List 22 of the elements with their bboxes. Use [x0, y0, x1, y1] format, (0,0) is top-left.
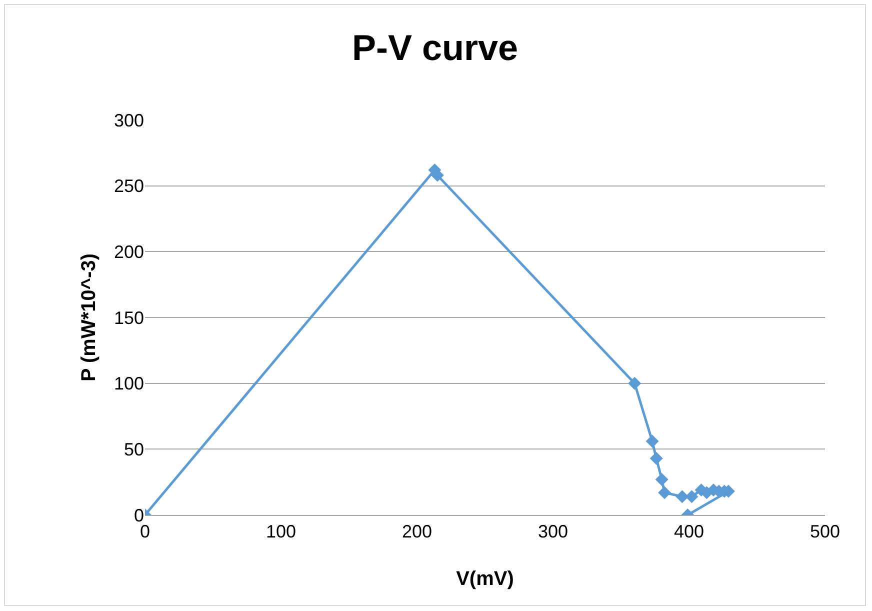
y-tick-label: 250 — [114, 176, 144, 196]
x-tick-label: 500 — [810, 522, 840, 542]
point — [646, 434, 659, 448]
point — [650, 452, 663, 465]
point — [655, 472, 668, 486]
y-tick-label: 0 — [134, 505, 144, 526]
x-tick-label: 100 — [266, 522, 296, 542]
y-axis-title: P (mW*10^-3) — [78, 253, 100, 382]
x-tick-label: 400 — [674, 522, 704, 542]
x-tick-label: 200 — [402, 522, 432, 542]
y-tick-label: 150 — [114, 308, 144, 328]
y-tick-label: 50 — [124, 439, 144, 460]
x-axis-title: V(mV) — [456, 568, 514, 590]
x-tick-label: 300 — [538, 522, 568, 542]
y-tick-label: 300 — [114, 110, 144, 130]
chart-title: P-V curve — [352, 27, 518, 68]
y-tick-label: 100 — [114, 374, 144, 394]
point — [628, 376, 642, 390]
point — [685, 490, 698, 504]
point — [676, 490, 689, 504]
y-tick-label: 200 — [114, 242, 144, 262]
point — [658, 486, 672, 500]
